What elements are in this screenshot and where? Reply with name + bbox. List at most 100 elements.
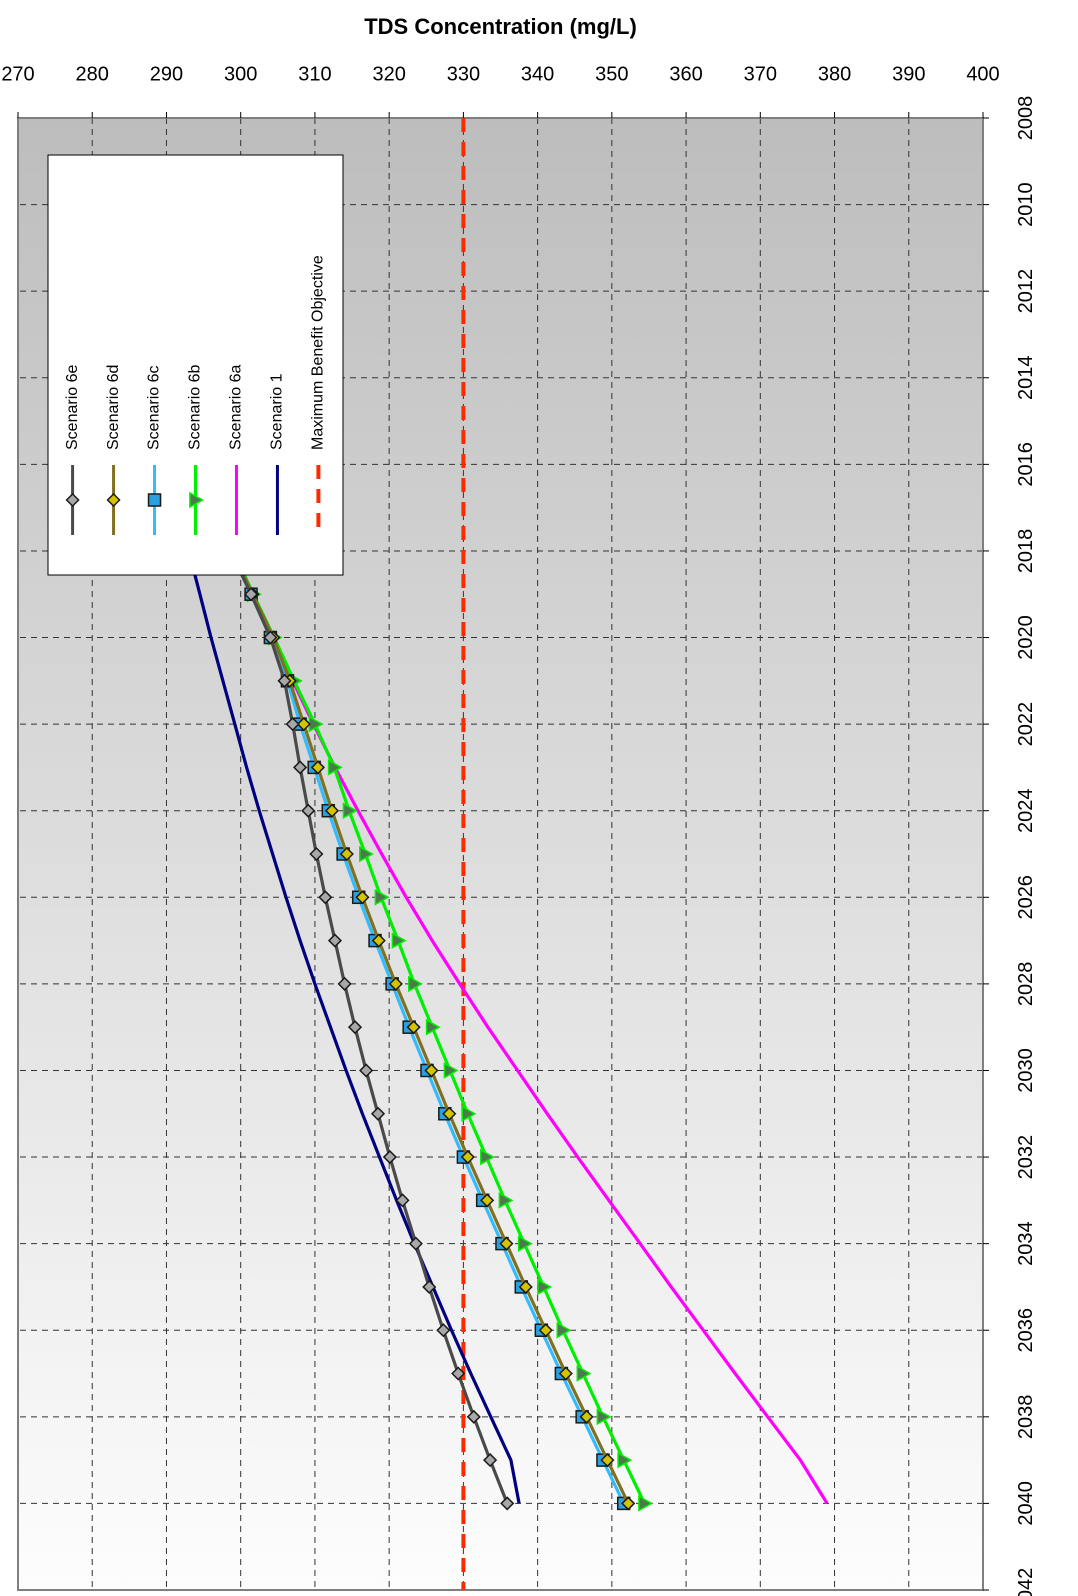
x-tick-label: 2034: [1015, 1221, 1037, 1266]
legend: Maximum Benefit Objective Scenario 1 Scena…: [47, 154, 344, 576]
data-point-triangle: [425, 1018, 441, 1036]
data-point-diamond: [621, 1496, 636, 1511]
data-point-diamond: [370, 1106, 386, 1121]
data-point-diamond: [579, 1409, 594, 1424]
data-point-diamond: [347, 1020, 363, 1035]
data-point-diamond: [277, 673, 292, 688]
data-point-triangle: [391, 932, 407, 949]
data-point-diamond: [309, 846, 324, 862]
x-tick-label: 2014: [1015, 356, 1037, 401]
data-point-diamond: [538, 1323, 553, 1338]
data-point-diamond: [395, 1193, 410, 1208]
data-point-diamond: [318, 890, 333, 905]
data-point-triangle: [443, 1062, 459, 1079]
data-point-diamond: [406, 1020, 421, 1035]
y-axis-title: TDS Concentration (mg/L): [364, 14, 637, 39]
data-point-triangle: [480, 1148, 495, 1166]
data-point-diamond: [293, 760, 308, 775]
y-tick-label: 300: [224, 63, 257, 85]
data-point-triangle: [342, 802, 358, 819]
data-point-triangle: [556, 1321, 572, 1339]
x-tick-label: 2036: [1015, 1308, 1037, 1353]
data-point-diamond: [483, 1453, 498, 1468]
legend-label: Maximum Benefit Objective: [310, 255, 327, 450]
x-tick-label: 2012: [1015, 269, 1037, 314]
y-tick-label: 320: [372, 63, 405, 85]
data-point-diamond: [424, 1063, 439, 1078]
x-tick-label: 2024: [1015, 788, 1037, 833]
data-point-triangle: [517, 1235, 533, 1252]
data-point-diamond: [466, 1409, 481, 1424]
plot-frame: [17, 117, 984, 1591]
data-point-diamond: [382, 1149, 397, 1165]
data-point-triangle: [359, 845, 374, 863]
data-point-diamond: [359, 1063, 374, 1078]
data-point-diamond: [301, 803, 316, 818]
x-tick-label: 2020: [1015, 615, 1037, 660]
data-point-diamond: [337, 976, 352, 991]
x-tick-label: 2016: [1015, 442, 1037, 487]
data-point-diamond: [436, 1323, 451, 1338]
data-point-triangle: [617, 1451, 633, 1469]
data-point-diamond: [355, 890, 370, 905]
x-tick-label: 2026: [1015, 875, 1037, 920]
legend-label: Scenario 6c: [146, 366, 163, 451]
y-tick-label: 280: [76, 63, 109, 85]
data-point-diamond: [460, 1149, 475, 1165]
data-point-diamond: [327, 933, 343, 948]
x-tick-label: 2032: [1015, 1135, 1037, 1180]
x-axis-ticks: 2008 2010 2012 2014 2016 2018 2020 2022 2024 2026…: [983, 96, 1037, 1596]
data-point-triangle: [596, 1408, 612, 1426]
y-axis-ticks: 270 280 290 300 310 320 330 340 350 360 370 380 390 4…: [1, 63, 1000, 118]
data-point-triangle: [638, 1495, 654, 1512]
data-point-diamond: [244, 587, 259, 602]
data-point-triangle: [498, 1192, 514, 1209]
y-tick-label: 330: [447, 63, 480, 85]
x-tick-label: 2042: [1015, 1568, 1037, 1596]
data-point-diamond: [263, 630, 278, 645]
data-point-diamond: [600, 1453, 615, 1468]
data-point-triangle: [189, 491, 205, 509]
y-tick-label: 350: [595, 63, 628, 85]
y-tick-label: 380: [818, 63, 851, 85]
y-tick-label: 400: [966, 63, 999, 85]
data-point-diamond: [285, 717, 300, 732]
x-tick-label: 2028: [1015, 962, 1037, 1007]
data-point-diamond: [442, 1106, 457, 1121]
data-point-diamond: [518, 1279, 533, 1295]
chart-plot-group: 2008 2010 2012 2014 2016 2018 2020 2022 2024 2026…: [1, 14, 1037, 1596]
data-point-triangle: [374, 889, 390, 906]
data-point-triangle: [576, 1365, 592, 1382]
y-tick-label: 360: [669, 63, 702, 85]
data-point-diamond: [388, 976, 403, 991]
y-tick-label: 270: [1, 63, 34, 85]
data-point-diamond: [500, 1496, 515, 1511]
x-tick-label: 2038: [1015, 1395, 1037, 1440]
data-point-diamond: [65, 492, 80, 508]
data-point-diamond: [310, 760, 325, 775]
y-tick-label: 340: [521, 63, 554, 85]
y-tick-label: 390: [892, 63, 925, 85]
data-point-diamond: [422, 1279, 437, 1295]
y-tick-label: 310: [298, 63, 331, 85]
x-tick-label: 2040: [1015, 1481, 1037, 1526]
data-point-diamond: [480, 1193, 495, 1208]
x-tick-label: 2018: [1015, 529, 1037, 574]
x-tick-label: 2022: [1015, 702, 1037, 747]
data-point-triangle: [408, 975, 423, 993]
legend-box: [47, 154, 344, 576]
legend-label: Scenario 6a: [228, 365, 245, 450]
data-point-diamond: [106, 492, 121, 508]
data-point-diamond: [339, 846, 354, 862]
legend-label: Scenario 1: [269, 373, 286, 450]
x-tick-label: 2010: [1015, 182, 1037, 227]
data-point-diamond: [408, 1236, 423, 1251]
data-point-triangle: [327, 759, 343, 776]
x-tick-label: 2030: [1015, 1048, 1037, 1093]
legend-label: Scenario 6b: [187, 365, 204, 450]
data-point-triangle: [461, 1105, 477, 1123]
legend-label: Scenario 6e: [64, 365, 81, 450]
x-tick-label: 2008: [1015, 96, 1037, 141]
